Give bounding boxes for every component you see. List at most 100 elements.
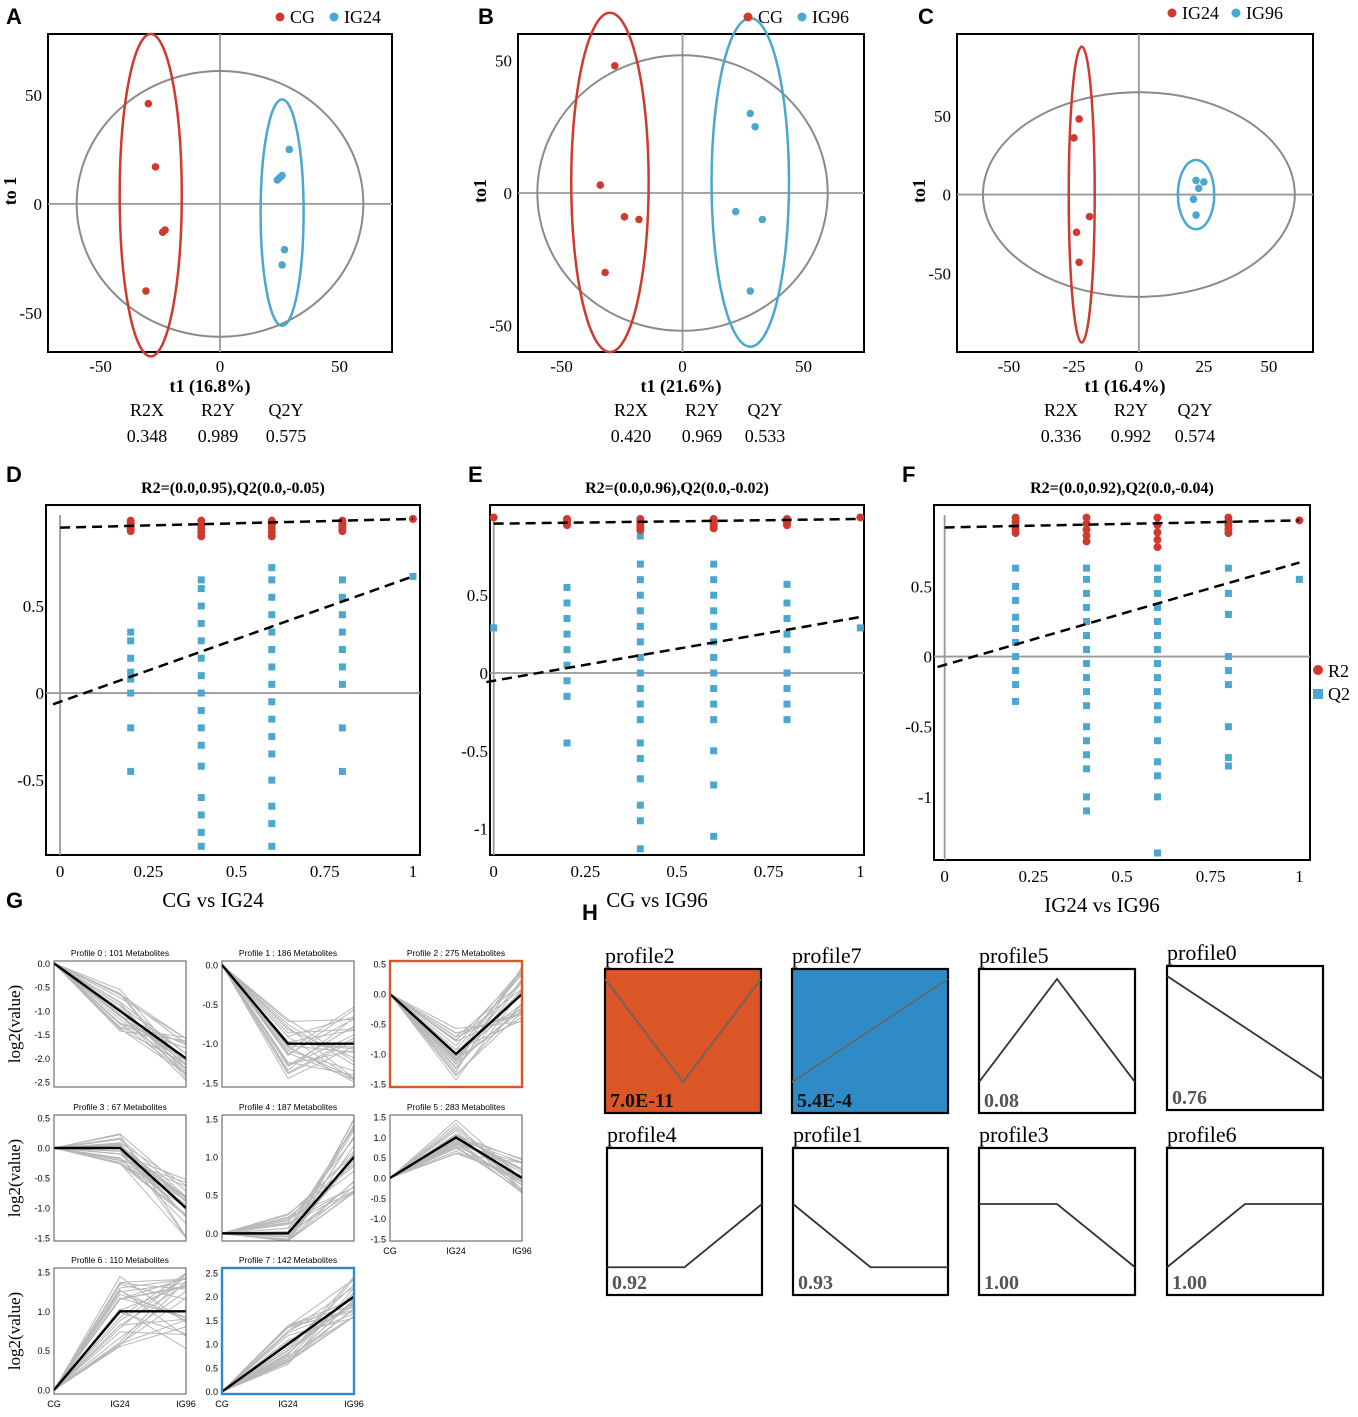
y-tick-label: 1.5 — [205, 1114, 218, 1124]
q2-point — [1295, 575, 1303, 583]
x-tick-label: 0.5 — [226, 862, 247, 881]
stats-value: 0.969 — [682, 426, 723, 446]
score-point — [731, 207, 740, 216]
profile-mean-line — [222, 1156, 355, 1235]
stats-label: R2X — [1044, 400, 1078, 420]
q2-point — [268, 842, 276, 850]
q2-point — [197, 672, 205, 680]
score-point — [620, 213, 629, 221]
q2-point — [856, 624, 864, 632]
y-tick-label: -50 — [19, 304, 42, 323]
subplot-title: Profile 1 : 186 Metabolites — [239, 948, 337, 958]
metabolite-trace — [53, 1147, 187, 1183]
profile-mean-line — [389, 993, 523, 1056]
metabolite-trace — [53, 1297, 187, 1391]
panel-letter-f: F — [902, 462, 915, 487]
x-axis-label: t1 (21.6%) — [641, 376, 722, 397]
q2-point — [338, 576, 346, 584]
group-ellipse — [710, 16, 791, 348]
metabolite-trace — [221, 964, 355, 1055]
q2-point — [1224, 723, 1232, 731]
y-tick-label: 0.5 — [37, 1114, 50, 1124]
y-axis-label: log2(value) — [5, 985, 24, 1063]
q2-point — [710, 576, 718, 584]
y-tick-label: 0 — [504, 184, 513, 203]
q2-point — [1012, 681, 1020, 689]
profile-mean-line — [221, 1295, 355, 1393]
panel-letter-h: H — [582, 900, 598, 925]
q2-point — [1083, 631, 1091, 639]
q2-point — [1224, 564, 1232, 572]
q2-point — [1012, 653, 1020, 661]
x-axis-label: CG vs IG96 — [606, 888, 708, 912]
q2-point — [1224, 667, 1232, 675]
profile-subplot-0: Profile 0 : 101 Metabolites 0.0 -0.5 -1.0 -1… — [5, 948, 187, 1088]
r2-point — [126, 516, 135, 525]
metabolite-trace — [53, 962, 187, 1055]
hotelling-ellipse — [75, 70, 365, 338]
y-tick-label: -1.5 — [370, 1080, 386, 1090]
profile-trend-line — [979, 1203, 1136, 1268]
q2-point — [197, 724, 205, 732]
q2-point — [1083, 702, 1091, 710]
q2-point — [710, 700, 718, 708]
y-tick-label: 2.0 — [205, 1292, 218, 1302]
score-point — [273, 176, 282, 184]
subplot-frame — [53, 1267, 187, 1395]
metabolite-trace — [53, 1278, 187, 1391]
metabolite-trace — [53, 1147, 187, 1208]
x-tick-label: 0.5 — [666, 862, 687, 881]
y-tick-label: 0 — [924, 648, 933, 667]
r2-point — [489, 513, 498, 522]
y-tick-label: 0 — [480, 664, 489, 683]
subplot-title: Profile 4 : 187 Metabolites — [239, 1102, 337, 1112]
q2-point — [636, 607, 644, 615]
metabolite-trace — [221, 964, 355, 1081]
r2-point — [1153, 543, 1162, 552]
metabolite-trace — [389, 1130, 523, 1193]
q2-point — [1153, 688, 1161, 696]
q2-point — [636, 755, 644, 763]
metabolite-trace — [53, 1133, 187, 1192]
group-ellipse — [569, 11, 650, 354]
metabolite-trace — [53, 962, 187, 1040]
metabolite-trace — [221, 1138, 355, 1234]
profile-trend-line — [978, 977, 1136, 1083]
y-axis-label: to1 — [909, 179, 929, 203]
metabolite-trace — [221, 1186, 355, 1234]
r2-point — [1082, 513, 1091, 522]
profile-box — [977, 967, 1137, 1115]
q2-point — [1153, 716, 1161, 724]
q2-point — [197, 602, 205, 610]
q2-point — [783, 599, 791, 607]
panel-letter-c: C — [918, 4, 934, 29]
profile-trend-line — [792, 1203, 948, 1269]
plot-frame — [956, 33, 1314, 353]
q2-point — [710, 832, 718, 840]
score-plot-a: -50 0 50 50 0 -50 t1 (16.8%) to 1 CG IG24 R2X 0.348… — [0, 7, 393, 446]
y-tick-label: 0.5 — [373, 1153, 386, 1163]
metabolite-trace — [53, 1311, 187, 1391]
profile-pvalue: 0.93 — [798, 1272, 833, 1294]
q2-point — [268, 646, 276, 654]
legend-label: Q2 — [1328, 684, 1350, 704]
legend-marker — [329, 12, 339, 22]
q2-point — [268, 820, 276, 828]
q2-point — [268, 802, 276, 810]
y-tick-label: -2.5 — [34, 1078, 50, 1088]
q2-point — [197, 654, 205, 662]
legend-label: IG24 — [1182, 3, 1219, 23]
x-axis-label: t1 (16.8%) — [170, 376, 251, 397]
x-tick-label: IG24 — [110, 1399, 130, 1409]
q2-point — [268, 628, 276, 636]
score-point — [1075, 258, 1083, 267]
q2-point — [783, 615, 791, 623]
stats-value: 0.989 — [198, 426, 239, 446]
metabolite-trace — [389, 981, 523, 1069]
q2-point — [636, 653, 644, 661]
q2-point — [268, 698, 276, 706]
x-tick-label: IG24 — [446, 1246, 466, 1256]
stats-value: 0.420 — [611, 426, 652, 446]
y-tick-label: 0 — [943, 186, 952, 205]
q2-point — [710, 669, 718, 677]
